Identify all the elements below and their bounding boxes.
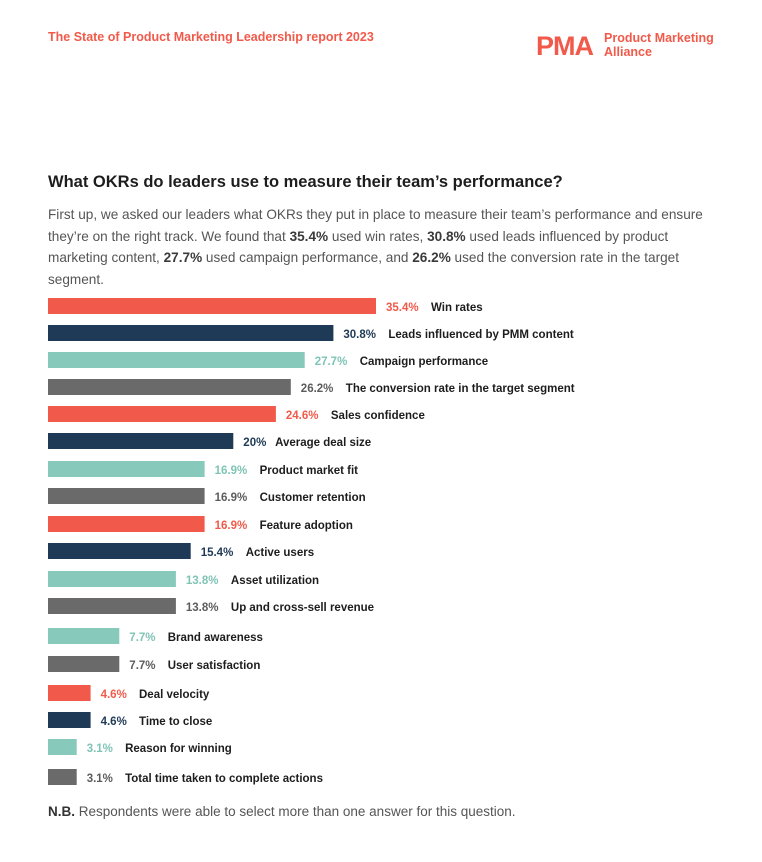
bar-13 xyxy=(48,628,120,644)
value-label-9: 16.9% xyxy=(215,520,248,532)
intro-stat-2: 30.8% xyxy=(427,228,466,244)
pma-logo-text: Product Marketing Alliance xyxy=(604,31,714,59)
intro-text-4: used campaign performance, and xyxy=(202,250,413,265)
value-label-16: 4.6% xyxy=(101,716,127,728)
value-label-15: 4.6% xyxy=(101,689,127,701)
pma-logo: PMA Product Marketing Alliance xyxy=(536,30,714,60)
value-label-17: 3.1% xyxy=(87,743,113,755)
intro-stat-3: 27.7% xyxy=(163,250,203,265)
value-label-14: 7.7% xyxy=(129,660,155,672)
bar-10 xyxy=(48,543,191,559)
category-label-16: Time to close xyxy=(139,716,212,728)
bar-8 xyxy=(48,488,205,504)
okr-bar-chart: 35.4% Win rates 30.8% Leads influenced by P… xyxy=(48,298,575,785)
bar-16 xyxy=(48,712,91,728)
bar-2 xyxy=(48,325,334,341)
category-label-7: Product market fit xyxy=(260,465,359,477)
value-label-4: 26.2% xyxy=(301,383,334,395)
category-label-10: Active users xyxy=(246,547,314,559)
bar-11 xyxy=(48,571,176,587)
category-label-14: User satisfaction xyxy=(168,660,261,672)
category-label-12: Up and cross-sell revenue xyxy=(231,602,374,614)
value-label-1: 35.4% xyxy=(386,302,419,314)
value-label-8: 16.9% xyxy=(215,492,248,504)
intro-text-3: used leads influenced by product marketi… xyxy=(48,228,669,266)
footnote-bold: N.B. xyxy=(48,804,75,819)
bar-1 xyxy=(48,298,376,314)
intro-text-5: used the conversion rate in the target s… xyxy=(48,250,679,287)
bar-14 xyxy=(48,656,120,672)
pma-logo-line2: Alliance xyxy=(604,45,652,59)
value-label-6: 20% xyxy=(243,437,266,449)
value-label-2: 30.8% xyxy=(343,329,376,341)
category-label-8: Customer retention xyxy=(260,492,366,504)
category-label-6: Average deal size xyxy=(275,437,371,449)
value-label-10: 15.4% xyxy=(201,547,234,559)
report-title: The State of Product Marketing Leadershi… xyxy=(48,30,374,44)
value-label-7: 16.9% xyxy=(215,465,248,477)
value-label-5: 24.6% xyxy=(286,410,319,422)
bar-5 xyxy=(48,406,276,422)
intro-stat-1: 35.4% xyxy=(289,228,329,244)
bar-18 xyxy=(48,769,77,785)
category-label-3: Campaign performance xyxy=(360,356,488,368)
bar-3 xyxy=(48,352,305,368)
category-label-18: Total time taken to complete actions xyxy=(125,773,323,785)
category-label-1: Win rates xyxy=(431,302,483,314)
bar-4 xyxy=(48,379,291,395)
category-label-5: Sales confidence xyxy=(331,410,425,422)
category-label-13: Brand awareness xyxy=(168,632,263,644)
category-label-9: Feature adoption xyxy=(260,520,353,532)
value-label-12: 13.8% xyxy=(186,602,219,614)
category-label-4: The conversion rate in the target segmen… xyxy=(346,383,575,395)
value-label-11: 13.8% xyxy=(186,575,219,587)
bar-6 xyxy=(48,433,234,449)
intro-text-2: used win rates, xyxy=(328,228,428,244)
category-label-2: Leads influenced by PMM content xyxy=(388,329,573,341)
footnote-text: Respondents were able to select more tha… xyxy=(75,804,516,819)
category-label-11: Asset utilization xyxy=(231,575,319,587)
footnote: N.B. Respondents were able to select mor… xyxy=(48,804,516,819)
value-label-18: 3.1% xyxy=(87,773,113,785)
pma-logo-mark: PMA xyxy=(536,31,595,60)
pma-logo-line1: Product Marketing xyxy=(604,31,714,45)
bar-12 xyxy=(48,598,176,614)
intro-stat-4: 26.2% xyxy=(412,250,451,265)
bar-9 xyxy=(48,516,205,532)
value-label-3: 27.7% xyxy=(315,356,348,368)
bar-15 xyxy=(48,685,91,701)
category-label-15: Deal velocity xyxy=(139,689,210,701)
bar-7 xyxy=(48,461,205,477)
category-label-17: Reason for winning xyxy=(125,743,232,755)
section-heading: What OKRs do leaders use to measure thei… xyxy=(48,173,563,191)
intro-text-1: First up, we asked our leaders what OKRs… xyxy=(48,207,703,244)
intro-paragraph: First up, we asked our leaders what OKRs… xyxy=(48,204,716,290)
bar-17 xyxy=(48,739,77,755)
pma-logo-mark-text: PMA xyxy=(536,31,594,60)
value-label-13: 7.7% xyxy=(129,632,155,644)
